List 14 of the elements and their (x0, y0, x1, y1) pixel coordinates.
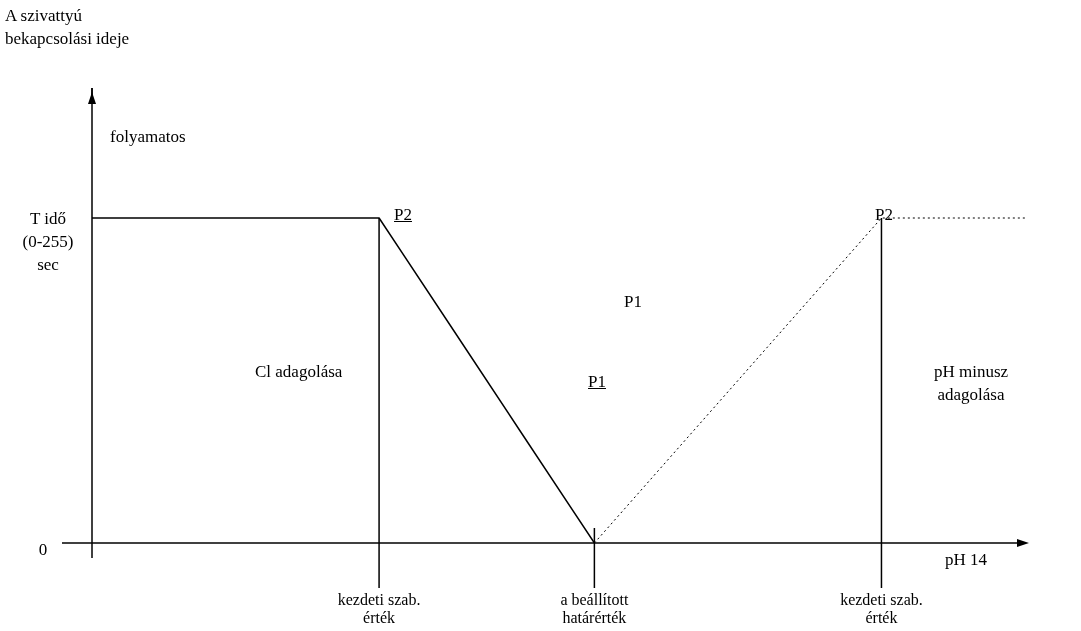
annotation: Cl adagolása (255, 361, 344, 383)
annotation: P2 (874, 204, 894, 226)
annotation: P2 (393, 204, 413, 226)
text: 0 (37, 539, 49, 561)
x-tick-label: a beállított határérték (560, 591, 629, 626)
text: A szivattyú bekapcsolási ideje (5, 5, 131, 50)
annotation: P1 (623, 291, 643, 313)
text: folyamatos (110, 126, 187, 148)
x-tick-label: kezdeti szab. érték (337, 591, 421, 626)
x-axis-title: pH 14 (945, 550, 988, 570)
annotation: P1 (587, 371, 607, 393)
text: T idő (0-255) sec (21, 208, 75, 276)
annotation: pH minusz adagolása (932, 361, 1010, 406)
x-tick-label: kezdeti szab. érték (840, 591, 923, 626)
